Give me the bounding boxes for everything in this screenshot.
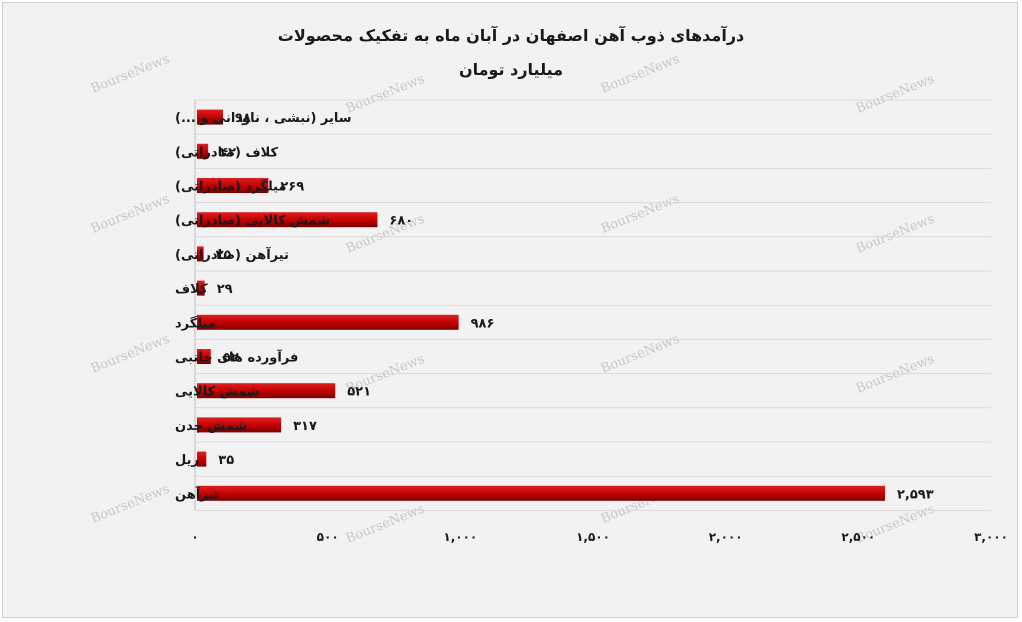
bar: [197, 314, 459, 330]
value-label: ۳۵: [218, 453, 234, 468]
category-label: میلگرد: [175, 315, 216, 331]
x-tick-label: ۳,۰۰۰: [974, 530, 1008, 544]
category-label: تیرآهن (صادراتی): [175, 246, 289, 263]
category-label: شمش کالایی (صادراتی): [175, 214, 330, 229]
bar: [197, 246, 204, 262]
x-tick-label: ۱,۰۰۰: [443, 530, 477, 544]
category-labels: سایر (نبشی ، ناودانی و ...) کلاف (صادراتی…: [175, 111, 352, 502]
bar: [197, 178, 269, 193]
bar: [197, 417, 282, 433]
value-label: ۲۶۹: [280, 180, 304, 195]
watermark-text: BourseNews: [854, 352, 937, 397]
category-label: کلاف (صادراتی): [175, 145, 278, 160]
value-labels: ۹۸ ۴۲ ۲۶۹ ۶۸۰ ۲۵ ۲۹ ۹۸۶ ۵۲ ۵۲۱ ۳۱۷ ۳۵ ۲,۵۹۳: [216, 111, 934, 502]
watermark-text: BourseNews: [854, 212, 937, 257]
x-tick-label: ۵۰۰: [317, 530, 339, 544]
value-label: ۲۵: [216, 248, 232, 263]
watermark-text: BourseNews: [599, 332, 682, 377]
watermark-text: BourseNews: [854, 72, 937, 117]
bar: [197, 109, 224, 125]
category-label: سایر (نبشی ، ناودانی و ...): [175, 111, 352, 126]
chart-title: درآمدهای ذوب آهن اصفهان در آبان ماه به ت…: [278, 25, 744, 45]
category-label: شمش کالایی: [175, 385, 260, 400]
bar-chart: BourseNews BourseNews BourseNews BourseNews…: [89, 25, 1008, 547]
x-tick-label: ۱,۵۰۰: [576, 530, 610, 544]
watermark-text: BourseNews: [344, 502, 427, 547]
bar: [197, 485, 886, 501]
bars-group: [197, 109, 886, 501]
watermark-text: BourseNews: [599, 52, 682, 97]
value-label: ۹۸: [235, 111, 251, 126]
bar: [197, 280, 205, 296]
watermark-text: BourseNews: [89, 332, 172, 377]
value-label: ۹۸۶: [471, 316, 495, 331]
x-tick-label: ۲,۰۰۰: [709, 530, 743, 544]
value-label: ۵۲۱: [347, 385, 371, 400]
bar: [197, 212, 378, 228]
x-tick-labels: ۰ ۵۰۰ ۱,۰۰۰ ۱,۵۰۰ ۲,۰۰۰ ۲,۵۰۰ ۳,۰۰۰: [191, 530, 1008, 544]
category-label: میلگرد (صادراتی): [175, 179, 286, 195]
category-label: شمش چدن: [175, 419, 247, 434]
watermark-text: BourseNews: [89, 52, 172, 97]
watermark-text: BourseNews: [344, 72, 427, 117]
watermark-text: BourseNews: [89, 482, 172, 527]
value-label: ۴۲: [220, 145, 236, 160]
value-label: ۶۸۰: [389, 214, 413, 229]
gridlines: [194, 99, 991, 511]
x-tick-label: ۰: [191, 530, 198, 544]
watermark-text: BourseNews: [599, 192, 682, 237]
bar: [197, 349, 211, 364]
category-label: کلاف: [175, 282, 208, 297]
chart-subtitle: میلیارد تومان: [459, 60, 563, 79]
x-tick-label: ۲,۵۰۰: [841, 530, 875, 544]
value-label: ۵۲: [223, 351, 239, 366]
bar: [197, 383, 336, 399]
value-label: ۳۱۷: [293, 419, 317, 434]
value-label: ۲۹: [217, 282, 233, 297]
category-label: تیرآهن: [175, 485, 218, 502]
watermark-text: BourseNews: [89, 192, 172, 237]
bar: [197, 143, 209, 159]
category-label: فرآورده های جانبی: [175, 349, 298, 366]
category-label: ریل: [175, 453, 199, 468]
bar: [197, 451, 207, 467]
value-label: ۲,۵۹۳: [897, 487, 934, 502]
